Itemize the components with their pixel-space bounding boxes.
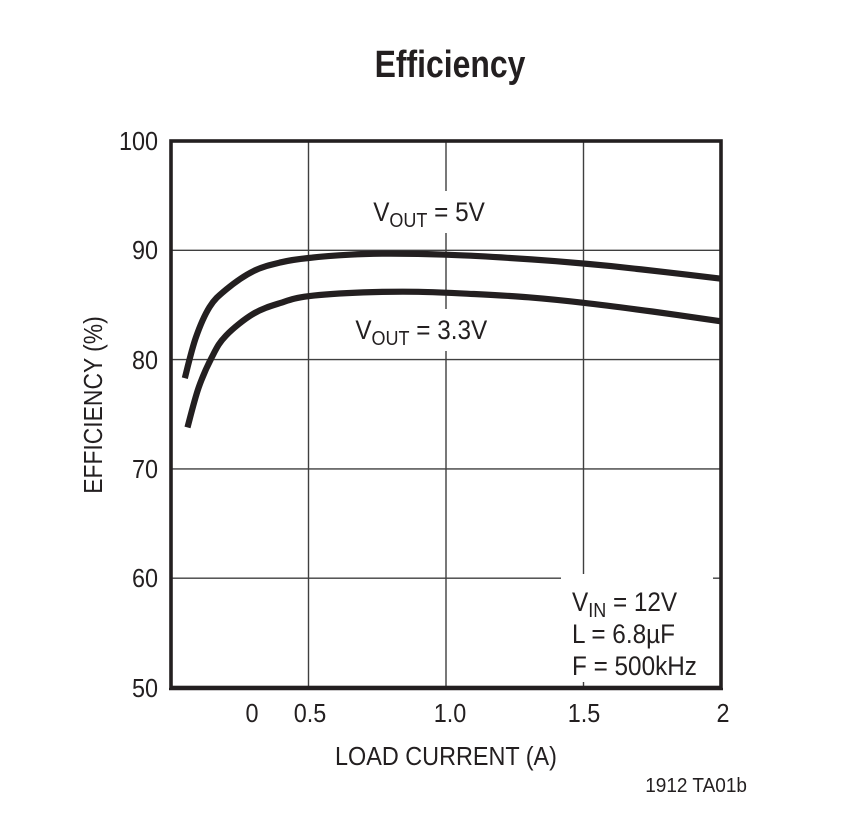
figure-reference-code: 1912 TA01b [645, 775, 747, 797]
label-subscript: OUT [389, 209, 428, 232]
curve-vout-3v3 [184, 288, 722, 429]
condition-vin: VIN = 12V [572, 586, 689, 622]
series-label-vout-5v: VOUT = 5V [373, 191, 485, 233]
series-label-text: VOUT = 3.3V [355, 314, 487, 350]
y-tick-label-80: 80 [131, 344, 158, 375]
test-conditions-annotation: VIN = 12V L = 6.8µF F = 500kHz [561, 574, 713, 682]
x-tick-label-0.5: 0.5 [293, 698, 327, 728]
y-tick-label-100: 100 [118, 126, 158, 156]
x-tick-label-1.5: 1.5 [567, 698, 601, 728]
x-axis-title: LOAD CURRENT (A) [335, 741, 557, 771]
condition-text: L = 6.8µF [572, 618, 675, 653]
label-value: = 6.8µF [584, 619, 675, 649]
condition-text: VIN = 12V [572, 586, 678, 622]
chart-title: Efficiency [374, 44, 526, 86]
label-main: V [355, 314, 372, 345]
x-tick-label-2: 2 [716, 698, 730, 728]
series-label-text: VOUT = 5V [373, 196, 485, 232]
x-tick-label-1.0: 1.0 [433, 698, 467, 728]
label-subscript: IN [588, 600, 607, 622]
label-value: = 5V [427, 196, 485, 227]
label-main: F [572, 651, 587, 681]
curve-vout-5v [181, 250, 722, 379]
condition-inductor: L = 6.8µF [572, 618, 686, 650]
label-main: V [572, 587, 589, 617]
plot-frame [169, 139, 723, 690]
condition-frequency: F = 500kHz [572, 650, 711, 682]
label-value: = 12V [606, 587, 678, 617]
condition-text: F = 500kHz [572, 650, 697, 685]
y-tick-label-70: 70 [131, 453, 158, 484]
y-tick-label-60: 60 [131, 563, 158, 594]
label-main: V [373, 196, 390, 227]
x-tick-label-0: 0 [245, 698, 259, 728]
y-tick-label-50: 50 [131, 672, 158, 703]
series-label-vout-3v3: VOUT = 3.3V [347, 309, 495, 351]
label-main: L [572, 619, 585, 649]
y-tick-label-90: 90 [131, 235, 158, 266]
label-subscript: OUT [371, 327, 410, 350]
label-value: = 3.3V [409, 314, 487, 345]
label-value: = 500kHz [586, 651, 697, 681]
